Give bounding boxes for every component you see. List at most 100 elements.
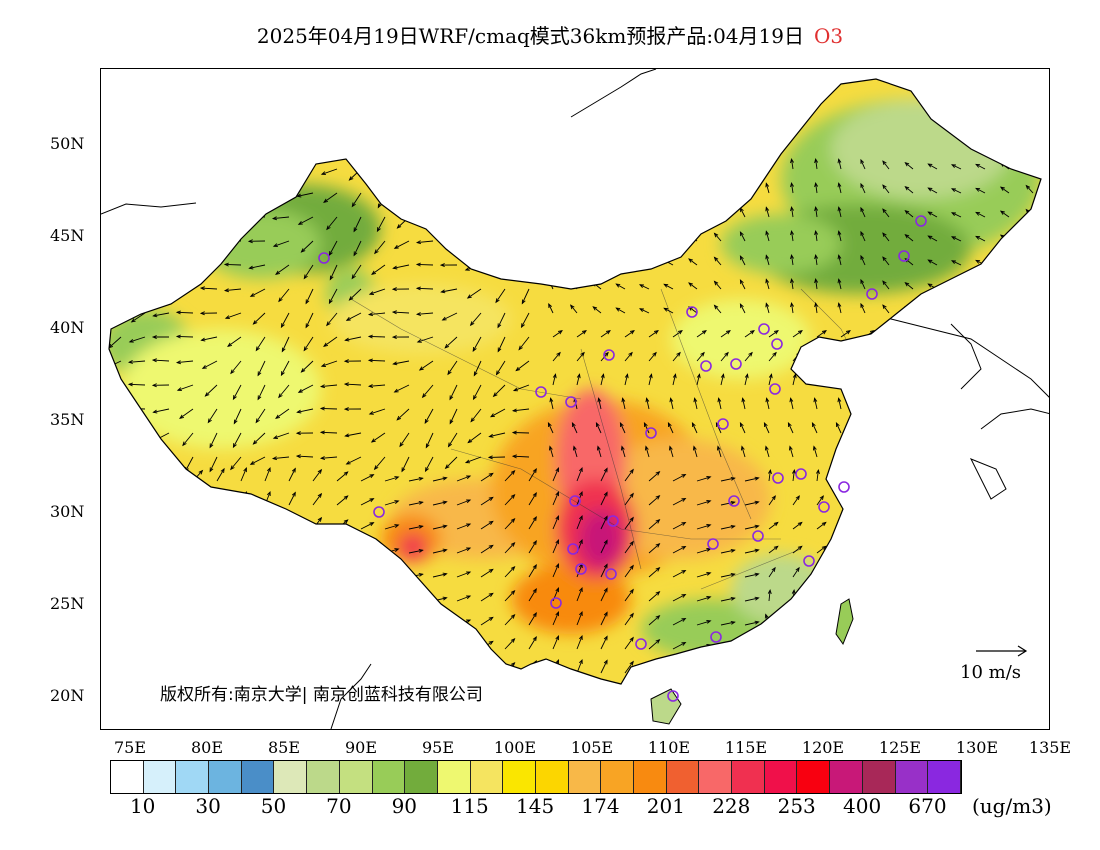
wind-arrowhead bbox=[247, 214, 253, 219]
wind-arrow bbox=[838, 255, 842, 266]
colorbar-tick-label: 253 bbox=[777, 794, 816, 818]
wind-arrow bbox=[548, 231, 554, 242]
wind-arrow bbox=[465, 168, 482, 172]
wind-arrowhead bbox=[654, 330, 659, 335]
wind-arrowhead bbox=[912, 373, 917, 379]
wind-arrowhead bbox=[490, 413, 495, 418]
wind-arrowhead bbox=[369, 618, 375, 623]
wind-arrowhead bbox=[418, 548, 424, 553]
wind-arrowhead bbox=[111, 322, 116, 328]
wind-arrowhead bbox=[754, 596, 760, 601]
wind-arrowhead bbox=[748, 351, 753, 357]
wind-arrow bbox=[791, 279, 794, 290]
wind-arrowhead bbox=[220, 491, 225, 497]
wind-arrowhead bbox=[175, 288, 181, 292]
wind-arrow bbox=[696, 524, 711, 530]
wind-arrowhead bbox=[401, 179, 406, 185]
wind-arrowhead bbox=[305, 323, 310, 329]
lon-label-100: 100E bbox=[493, 738, 537, 757]
wind-arrow bbox=[768, 330, 779, 338]
colorbar-swatch bbox=[732, 761, 765, 793]
wind-arrow bbox=[425, 432, 434, 448]
wind-arrow bbox=[889, 686, 892, 697]
wind-arrow bbox=[960, 495, 968, 506]
wind-arrowhead bbox=[295, 431, 301, 436]
wind-arrow bbox=[624, 637, 634, 650]
wind-arrow bbox=[694, 398, 698, 410]
wind-arrowhead bbox=[319, 456, 326, 461]
wind-arrow bbox=[349, 288, 362, 301]
wind-arrow bbox=[144, 571, 159, 578]
wind-arrowhead bbox=[391, 335, 397, 340]
wind-arrowhead bbox=[470, 417, 475, 423]
wind-arrowhead bbox=[463, 214, 469, 219]
wind-arrowhead bbox=[182, 441, 187, 447]
wind-arrowhead bbox=[912, 468, 916, 475]
wind-arrow bbox=[384, 572, 399, 578]
wind-arrowhead bbox=[603, 587, 608, 593]
wind-arrow bbox=[912, 495, 920, 506]
wind-arrowhead bbox=[882, 256, 887, 262]
wind-arrow bbox=[456, 475, 471, 482]
wind-arrowhead bbox=[552, 373, 557, 379]
wind-arrowhead bbox=[724, 351, 729, 357]
colorbar-tick-label: 145 bbox=[516, 794, 555, 818]
wind-arrow bbox=[303, 264, 314, 279]
wind-arrow bbox=[592, 306, 602, 314]
wind-arrow bbox=[137, 216, 146, 232]
wind-arrowhead bbox=[136, 227, 141, 233]
wind-arrowhead bbox=[845, 545, 851, 551]
wind-arrowhead bbox=[179, 414, 185, 419]
wind-arrow bbox=[528, 492, 537, 506]
taiwan-island bbox=[835, 598, 854, 646]
wind-arrowhead bbox=[765, 278, 770, 284]
wind-arrow bbox=[360, 474, 374, 482]
wind-arrow bbox=[442, 312, 458, 321]
wind-arrow bbox=[576, 374, 580, 386]
colorbar-swatch bbox=[209, 761, 242, 793]
wind-arrow bbox=[912, 567, 920, 578]
wind-arrow bbox=[951, 284, 962, 290]
wind-arrow bbox=[207, 408, 218, 423]
wind-arrowhead bbox=[655, 543, 661, 548]
wind-arrow bbox=[273, 240, 290, 247]
wind-arrow bbox=[264, 659, 271, 674]
wind-arrowhead bbox=[790, 301, 794, 308]
wind-arrowhead bbox=[343, 495, 349, 500]
wind-arrow bbox=[401, 456, 410, 472]
wind-arrow bbox=[552, 467, 559, 482]
wind-arrowhead bbox=[393, 244, 399, 249]
wind-arrow bbox=[864, 567, 872, 578]
wind-arrowhead bbox=[495, 298, 500, 304]
wind-arrow bbox=[432, 573, 447, 578]
wind-arrow bbox=[936, 522, 947, 530]
colorbar-swatch bbox=[862, 761, 896, 793]
wind-arrowhead bbox=[950, 188, 957, 192]
wind-arrow bbox=[884, 638, 890, 650]
wind-arrowhead bbox=[569, 280, 575, 286]
wind-arrow bbox=[312, 613, 322, 626]
wind-arrow bbox=[793, 686, 796, 697]
wind-arrow bbox=[696, 476, 711, 482]
wind-arrow bbox=[288, 636, 296, 650]
wind-arrowhead bbox=[740, 445, 745, 451]
wind-arrowhead bbox=[418, 476, 424, 481]
wind-arrowhead bbox=[488, 592, 494, 597]
wind-arrow bbox=[192, 638, 203, 650]
wind-arrow bbox=[905, 234, 914, 242]
wind-arrow bbox=[648, 615, 660, 626]
wind-arrow bbox=[696, 668, 711, 674]
wind-arrow bbox=[984, 545, 995, 554]
wind-arrow bbox=[888, 470, 891, 482]
wind-arrowhead bbox=[353, 251, 358, 257]
wind-arrow bbox=[224, 263, 242, 266]
wind-arrowhead bbox=[860, 158, 865, 164]
wind-arrowhead bbox=[343, 359, 349, 364]
wind-arrowhead bbox=[220, 467, 225, 473]
wind-arrowhead bbox=[797, 545, 803, 551]
wind-arrowhead bbox=[1037, 521, 1041, 527]
wind-arrowhead bbox=[846, 330, 851, 335]
wind-arrowhead bbox=[511, 454, 517, 459]
wind-arrowhead bbox=[230, 369, 235, 375]
wind-arrowhead bbox=[814, 157, 819, 164]
